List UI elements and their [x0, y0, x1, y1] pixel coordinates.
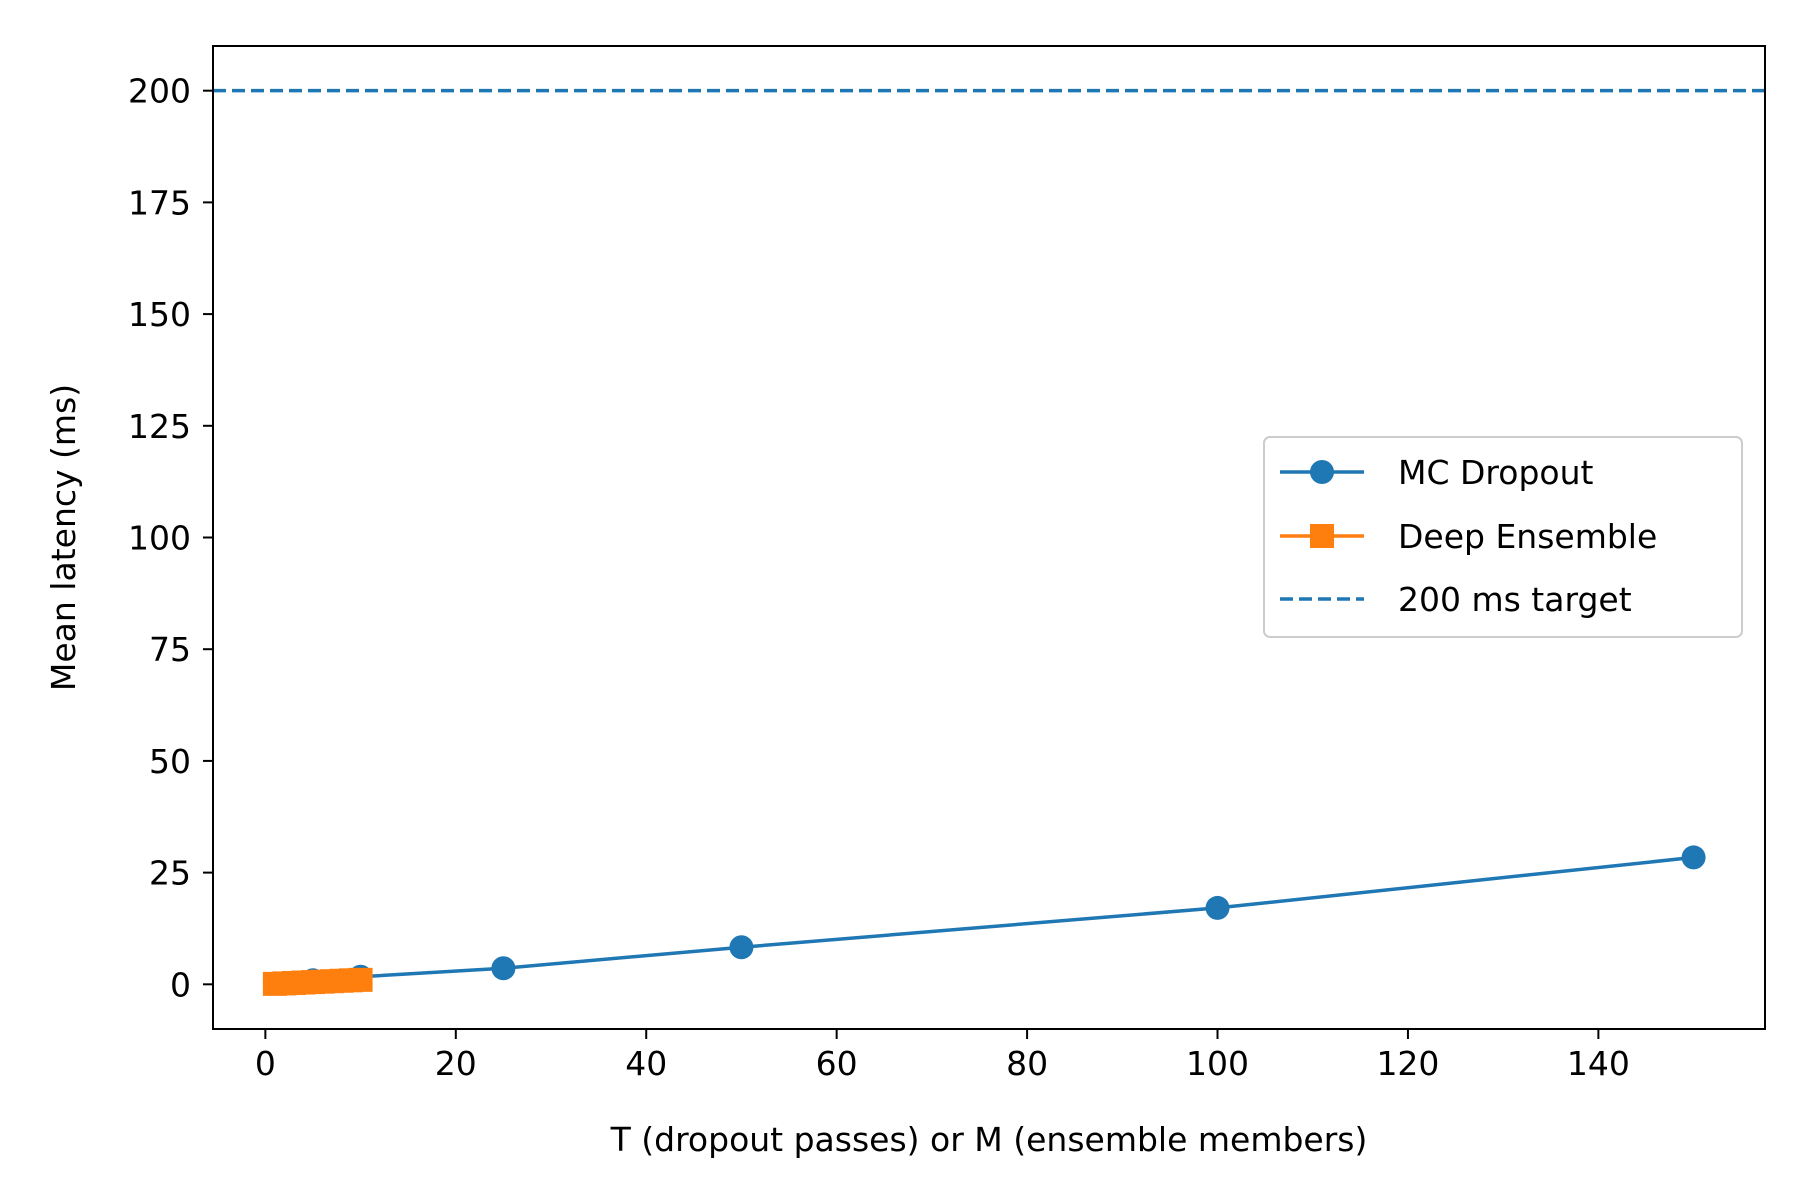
x-tick-label: 60 — [816, 1044, 858, 1083]
series-line-mc-dropout — [274, 855, 1694, 986]
x-tick-label: 120 — [1376, 1044, 1439, 1083]
legend-label-mc-dropout: MC Dropout — [1398, 453, 1593, 492]
x-tick-label: 0 — [255, 1044, 276, 1083]
legend-label-target: 200 ms target — [1398, 580, 1632, 619]
legend-label-deep-ensemble: Deep Ensemble — [1398, 517, 1657, 556]
data-point-mc-dropout — [1681, 845, 1706, 870]
y-axis-title: Mean latency (ms) — [44, 384, 83, 691]
y-tick-label: 100 — [128, 519, 191, 558]
y-tick-label: 200 — [128, 72, 191, 111]
x-tick-label: 140 — [1567, 1044, 1630, 1083]
y-tick-label: 175 — [128, 183, 191, 222]
x-tick-label: 40 — [625, 1044, 667, 1083]
x-tick-label: 80 — [1006, 1044, 1048, 1083]
legend-marker-mc-dropout — [1310, 460, 1334, 484]
y-tick-label: 150 — [128, 295, 191, 334]
data-point-mc-dropout — [491, 956, 516, 981]
y-tick-label: 125 — [128, 407, 191, 446]
y-tick-label: 50 — [149, 742, 191, 781]
legend-box — [1263, 436, 1743, 638]
y-tick-label: 0 — [170, 965, 191, 1004]
x-axis-title: T (dropout passes) or M (ensemble member… — [610, 1120, 1368, 1159]
y-tick-label: 25 — [149, 854, 191, 893]
data-point-mc-dropout — [729, 935, 754, 960]
x-tick-label: 20 — [435, 1044, 477, 1083]
data-point-deep-ensemble — [348, 967, 373, 992]
legend-marker-deep-ensemble — [1310, 524, 1334, 548]
legend: MC Dropout Deep Ensemble 200 ms target — [1263, 436, 1743, 638]
data-point-mc-dropout — [1205, 895, 1230, 920]
y-tick-label: 75 — [149, 630, 191, 669]
x-tick-label: 100 — [1186, 1044, 1249, 1083]
